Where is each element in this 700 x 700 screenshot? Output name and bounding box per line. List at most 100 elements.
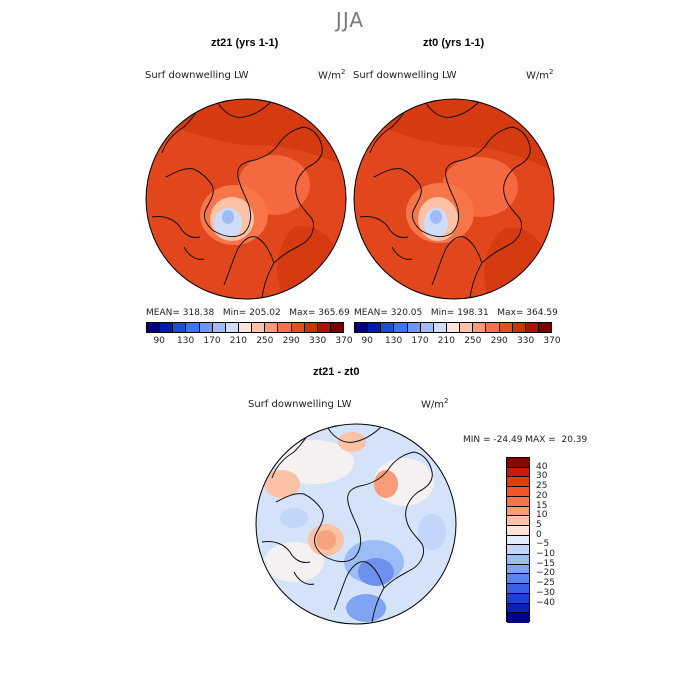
panel2-coastline bbox=[425, 100, 483, 286]
panel2-colorbar-swatch bbox=[459, 323, 473, 332]
panel2-variable: Surf downwelling LW bbox=[353, 70, 457, 81]
panel2-colorbar-swatch bbox=[419, 323, 433, 332]
panel1-colorbar-swatch bbox=[237, 323, 252, 332]
panel2-colorbar-swatch bbox=[367, 323, 381, 332]
panel1-max: Max= 365.69 bbox=[289, 308, 350, 318]
panel2-colorbar-tick: 290 bbox=[490, 336, 508, 346]
diff-colorbar-swatch bbox=[507, 477, 529, 488]
panel1-min: Min= 205.02 bbox=[222, 308, 281, 318]
diff-colorbar-swatch bbox=[507, 584, 529, 594]
panel2-units: W/m2 bbox=[526, 68, 554, 82]
panel1-colorbar-swatch bbox=[159, 323, 173, 332]
diff-colorbar-swatch bbox=[507, 613, 529, 623]
panel1-mean: MEAN= 318.38 bbox=[146, 308, 215, 318]
diff-colorbar-tick: 5 bbox=[536, 519, 542, 530]
panel1-colorbar-swatch bbox=[224, 323, 238, 332]
diff-colorbar-swatch bbox=[507, 525, 529, 536]
panel2-colorbar-swatch bbox=[393, 323, 407, 332]
diff-coastline bbox=[359, 451, 433, 623]
panel2-stats: MEAN= 320.05 Min= 198.31 Max= 364.59 bbox=[354, 308, 558, 318]
diff-colorbar-swatch bbox=[507, 487, 529, 497]
panel1-stats: MEAN= 318.38 Min= 205.02 Max= 365.69 bbox=[146, 308, 350, 318]
diff-colorbar-tick: 30 bbox=[536, 471, 548, 482]
diff-colorbar-tick: −5 bbox=[536, 539, 550, 550]
diff-colorbar-swatch bbox=[507, 506, 529, 517]
panel2-colorbar-swatch bbox=[445, 323, 460, 332]
diff-colorbar-swatch bbox=[507, 496, 529, 507]
diff-colorbar-tick: 20 bbox=[536, 490, 548, 501]
panel2-colorbar-ticks: 90 130 170 210 250 290 330 370 bbox=[354, 336, 560, 348]
panel2-colorbar-tick: 330 bbox=[517, 336, 535, 346]
panel1-coastline bbox=[217, 100, 275, 286]
panel1-colorbar-swatch bbox=[147, 323, 160, 332]
panel2-coastline bbox=[359, 216, 413, 260]
diff-positive-region bbox=[316, 530, 336, 550]
diff-colorbar-tick: −15 bbox=[536, 558, 555, 569]
panel2-title: zt0 (yrs 1-1) bbox=[423, 37, 485, 49]
panel1-colorbar-swatch bbox=[211, 323, 225, 332]
panel1-colorbar-swatch bbox=[316, 323, 330, 332]
panel1-colorbar-swatch bbox=[277, 323, 291, 332]
panel1-colorbar-tick: 90 bbox=[153, 336, 165, 346]
diff-colorbar-tick: −40 bbox=[536, 597, 555, 608]
diff-negative-region bbox=[418, 514, 446, 550]
diff-neutral-region bbox=[274, 440, 354, 484]
diff-colorbar-swatch bbox=[507, 545, 529, 556]
diff-negative-region bbox=[280, 508, 308, 528]
diff-neutral-region bbox=[264, 542, 324, 582]
panel2-colorbar-tick: 210 bbox=[437, 336, 455, 346]
diff-colorbar-tick: 25 bbox=[536, 481, 548, 492]
diff-coastline bbox=[261, 541, 315, 585]
diff-polar-map bbox=[255, 423, 457, 625]
panel1-colorbar-tick: 130 bbox=[177, 336, 195, 346]
panel2-colorbar-swatch bbox=[485, 323, 499, 332]
panel1-cold-core bbox=[222, 210, 234, 224]
diff-colorbar-swatch bbox=[507, 593, 529, 604]
panel2-max: Max= 364.59 bbox=[497, 308, 558, 318]
panel2-min: Min= 198.31 bbox=[430, 308, 489, 318]
panel2-colorbar-swatch bbox=[537, 323, 552, 332]
panel1-colorbar-swatch bbox=[185, 323, 199, 332]
diff-colorbar bbox=[506, 457, 530, 623]
panel2-colorbar-tick: 370 bbox=[543, 336, 561, 346]
panel2-colorbar-swatch bbox=[406, 323, 420, 332]
diff-title: zt21 - zt0 bbox=[313, 366, 360, 378]
panel1-colorbar-tick: 250 bbox=[256, 336, 274, 346]
panel1-colorbar-swatch bbox=[290, 323, 304, 332]
panel2-polar-map bbox=[353, 98, 555, 300]
diff-colorbar-tick: 10 bbox=[536, 510, 548, 521]
diff-coastline bbox=[327, 425, 385, 611]
panel1-variable: Surf downwelling LW bbox=[145, 70, 249, 81]
diff-colorbar-swatch bbox=[507, 535, 529, 546]
diff-negative-region bbox=[346, 594, 386, 622]
panel1-colorbar-swatch bbox=[198, 323, 212, 332]
panel1-coastline bbox=[249, 126, 323, 298]
diff-colorbar-tick: −30 bbox=[536, 587, 555, 598]
panel2-colorbar-swatch bbox=[432, 323, 446, 332]
diff-colorbar-tick: 15 bbox=[536, 500, 548, 511]
panel1-units: W/m2 bbox=[318, 68, 346, 82]
panel1-colorbar-swatch bbox=[303, 323, 317, 332]
panel1-colorbar-tick: 330 bbox=[309, 336, 327, 346]
panel1-colorbar-tick: 210 bbox=[229, 336, 247, 346]
panel2-colorbar-swatch bbox=[498, 323, 512, 332]
diff-colorbar-tick: −20 bbox=[536, 568, 555, 579]
panel2-colorbar-swatch bbox=[524, 323, 538, 332]
panel1-colorbar-swatch bbox=[264, 323, 278, 332]
panel2-mean: MEAN= 320.05 bbox=[354, 308, 423, 318]
diff-colorbar-swatch bbox=[507, 458, 529, 468]
diff-units: W/m2 bbox=[421, 397, 449, 411]
panel1-coastline bbox=[151, 216, 205, 260]
diff-minmax: MIN = -24.49 MAX = 20.39 bbox=[463, 435, 588, 445]
panel2-colorbar-tick: 130 bbox=[385, 336, 403, 346]
panel2-warm-region bbox=[354, 99, 554, 173]
panel1-colorbar-tick: 370 bbox=[335, 336, 353, 346]
diff-colorbar-tick: −25 bbox=[536, 578, 555, 589]
panel2-colorbar-tick: 90 bbox=[361, 336, 373, 346]
panel2-colorbar-swatch bbox=[511, 323, 525, 332]
panel1-title: zt21 (yrs 1-1) bbox=[211, 37, 279, 49]
panel2-colorbar-swatch bbox=[355, 323, 368, 332]
panel2-coastline bbox=[457, 126, 531, 298]
diff-colorbar-swatch bbox=[507, 603, 529, 614]
panel1-colorbar-swatch bbox=[172, 323, 186, 332]
